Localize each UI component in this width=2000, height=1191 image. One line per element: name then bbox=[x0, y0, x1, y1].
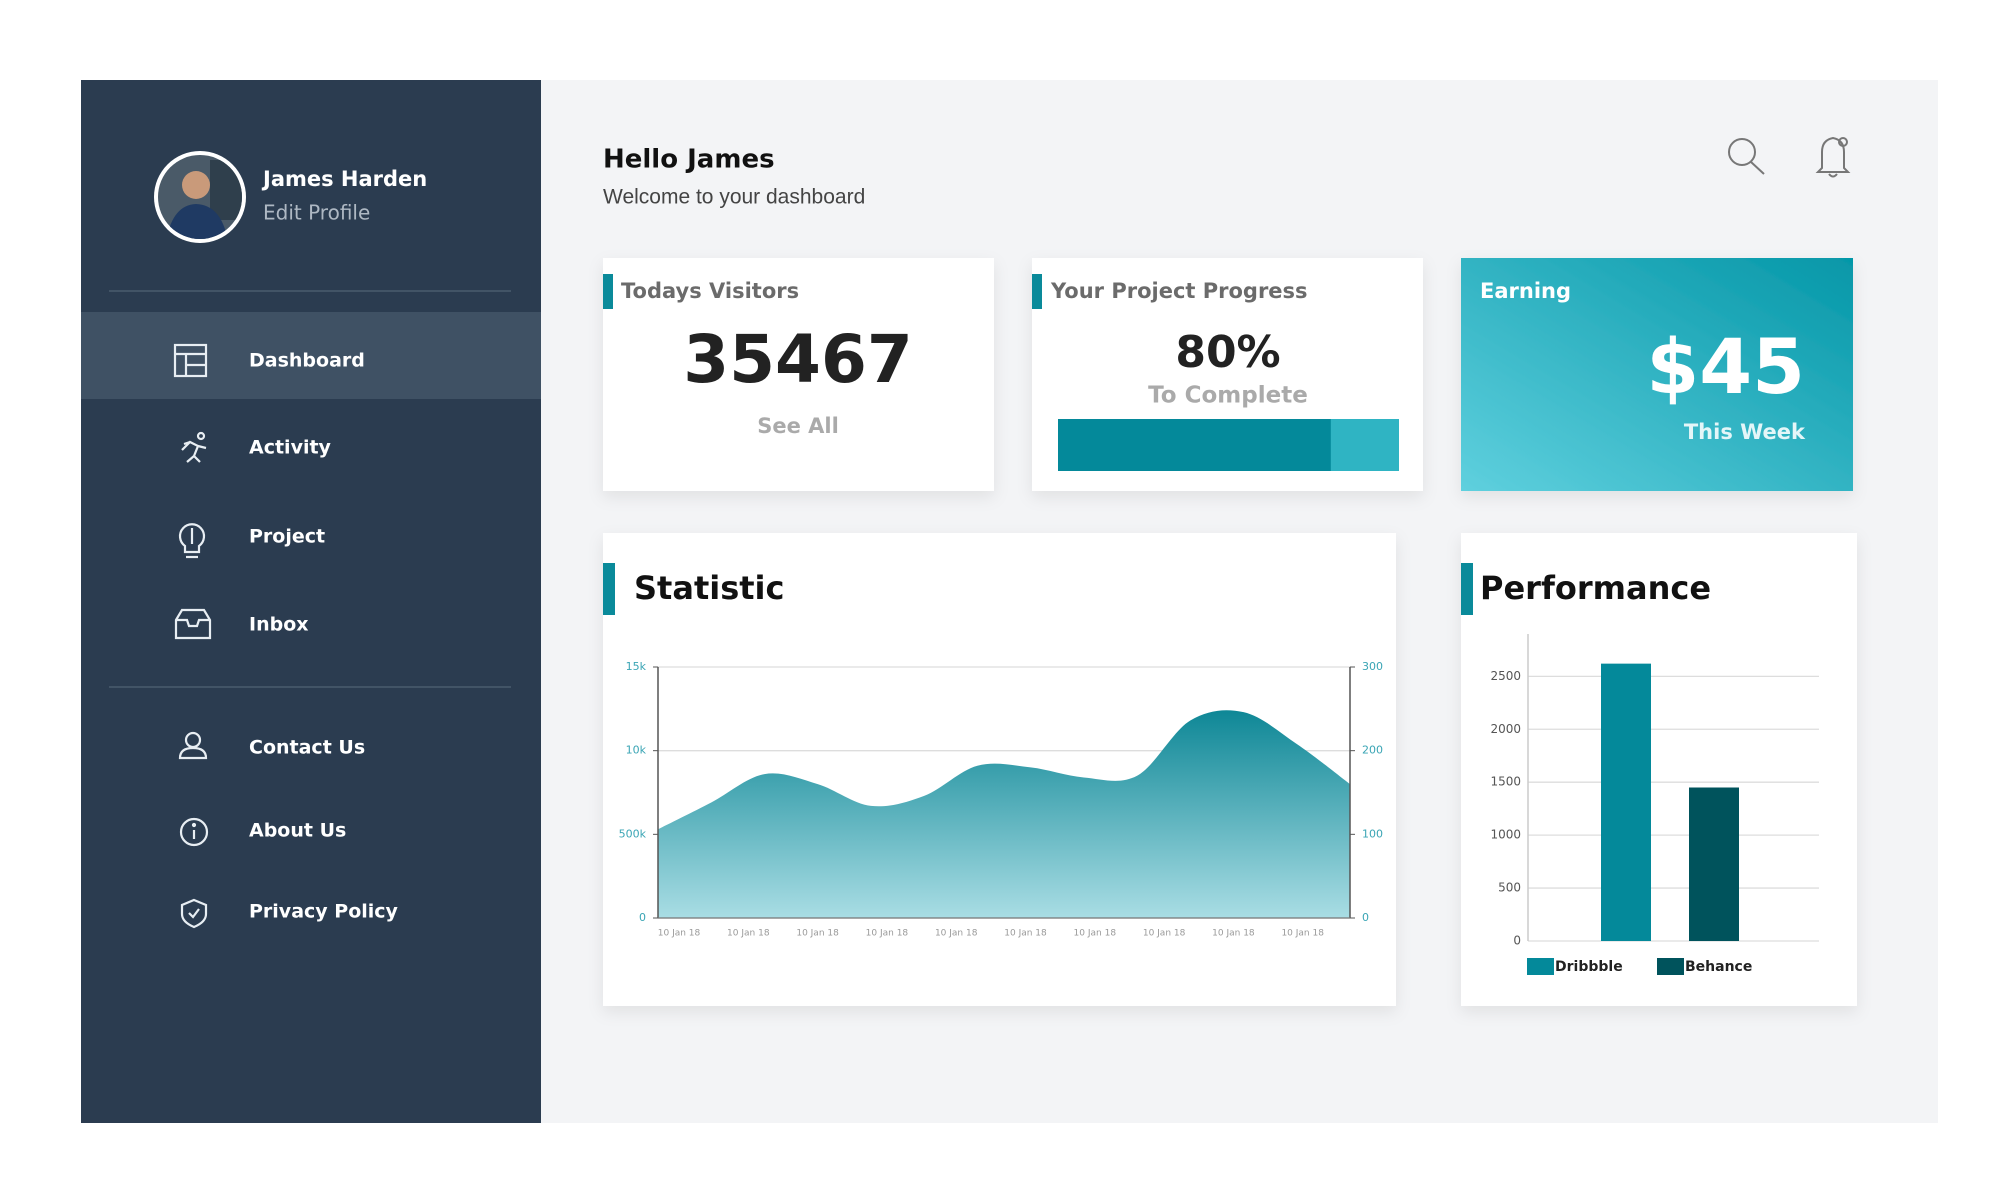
menu-item[interactable]: Project bbox=[249, 526, 325, 548]
card-title: Earning bbox=[1480, 279, 1571, 303]
project-icon bbox=[178, 523, 206, 559]
visitors-card bbox=[603, 258, 994, 491]
legend-label: Behance bbox=[1685, 959, 1752, 975]
menu-item[interactable]: Inbox bbox=[249, 614, 309, 636]
greeting: Hello James bbox=[603, 145, 775, 175]
bar bbox=[1689, 787, 1739, 941]
inbox-icon bbox=[174, 608, 212, 640]
y-tick-label: 500 bbox=[1498, 881, 1521, 895]
user-name: James Harden bbox=[261, 167, 427, 191]
y2-tick-label: 200 bbox=[1362, 744, 1383, 757]
menu-item[interactable]: Privacy Policy bbox=[249, 901, 399, 923]
activity-icon bbox=[181, 431, 207, 463]
y-tick-label: 0 bbox=[639, 911, 646, 924]
menu-item[interactable]: Dashboard bbox=[249, 350, 365, 372]
y2-tick-label: 0 bbox=[1362, 911, 1369, 924]
chart-title: Performance bbox=[1480, 569, 1711, 607]
see-all-link[interactable]: See All bbox=[757, 414, 839, 438]
active-menu-highlight bbox=[81, 312, 541, 399]
y-tick-label: 500k bbox=[619, 827, 647, 840]
avatar bbox=[154, 151, 246, 243]
panel-accent bbox=[1461, 563, 1473, 615]
edit-profile-link[interactable]: Edit Profile bbox=[263, 201, 370, 225]
legend-swatch bbox=[1657, 958, 1684, 975]
y2-tick-label: 100 bbox=[1362, 827, 1383, 840]
y-tick-label: 0 bbox=[1513, 934, 1521, 948]
y-tick-label: 10k bbox=[626, 744, 647, 757]
x-tick-label: 10 Jan 18 bbox=[796, 929, 839, 939]
earning-caption: This Week bbox=[1684, 420, 1806, 444]
card-accent bbox=[603, 274, 613, 309]
x-tick-label: 10 Jan 18 bbox=[1281, 929, 1324, 939]
chart-title: Statistic bbox=[634, 569, 784, 607]
x-tick-label: 10 Jan 18 bbox=[1004, 929, 1047, 939]
y-tick-label: 2500 bbox=[1490, 669, 1521, 683]
x-tick-label: 10 Jan 18 bbox=[658, 929, 701, 939]
x-tick-label: 10 Jan 18 bbox=[935, 929, 978, 939]
sidebar bbox=[81, 80, 541, 1123]
search-icon[interactable] bbox=[1728, 138, 1765, 175]
x-tick-label: 10 Jan 18 bbox=[1212, 929, 1255, 939]
y-tick-label: 2000 bbox=[1490, 722, 1521, 736]
contact-icon bbox=[178, 731, 208, 760]
progress-caption: To Complete bbox=[1148, 383, 1308, 409]
progress-fill bbox=[1058, 419, 1331, 471]
earning-value: $45 bbox=[1646, 322, 1805, 411]
x-tick-label: 10 Jan 18 bbox=[1074, 929, 1117, 939]
performance-panel bbox=[1461, 533, 1857, 1006]
x-tick-label: 10 Jan 18 bbox=[866, 929, 909, 939]
dashboard-icon bbox=[173, 343, 208, 378]
visitors-value: 35467 bbox=[683, 321, 913, 398]
card-title: Your Project Progress bbox=[1050, 279, 1308, 303]
bar bbox=[1601, 663, 1651, 941]
about-icon bbox=[179, 817, 209, 847]
progress-value: 80% bbox=[1175, 327, 1280, 378]
subtitle: Welcome to your dashboard bbox=[603, 186, 865, 209]
privacy-icon bbox=[180, 898, 208, 929]
x-tick-label: 10 Jan 18 bbox=[1143, 929, 1186, 939]
panel-accent bbox=[603, 563, 615, 615]
notification-icon[interactable] bbox=[1815, 136, 1851, 178]
y-tick-label: 1000 bbox=[1490, 828, 1521, 842]
menu-item[interactable]: Activity bbox=[249, 437, 332, 459]
legend-label: Dribbble bbox=[1555, 959, 1623, 975]
x-tick-label: 10 Jan 18 bbox=[727, 929, 770, 939]
y2-tick-label: 300 bbox=[1362, 660, 1383, 673]
card-accent bbox=[1032, 274, 1042, 309]
y-tick-label: 15k bbox=[626, 660, 647, 673]
menu-item[interactable]: About Us bbox=[249, 820, 346, 842]
legend-swatch bbox=[1527, 958, 1554, 975]
earning-card bbox=[1461, 258, 1853, 491]
area bbox=[658, 710, 1350, 918]
y-tick-label: 1500 bbox=[1490, 775, 1521, 789]
card-title: Todays Visitors bbox=[621, 279, 799, 303]
menu-item[interactable]: Contact Us bbox=[249, 737, 365, 759]
